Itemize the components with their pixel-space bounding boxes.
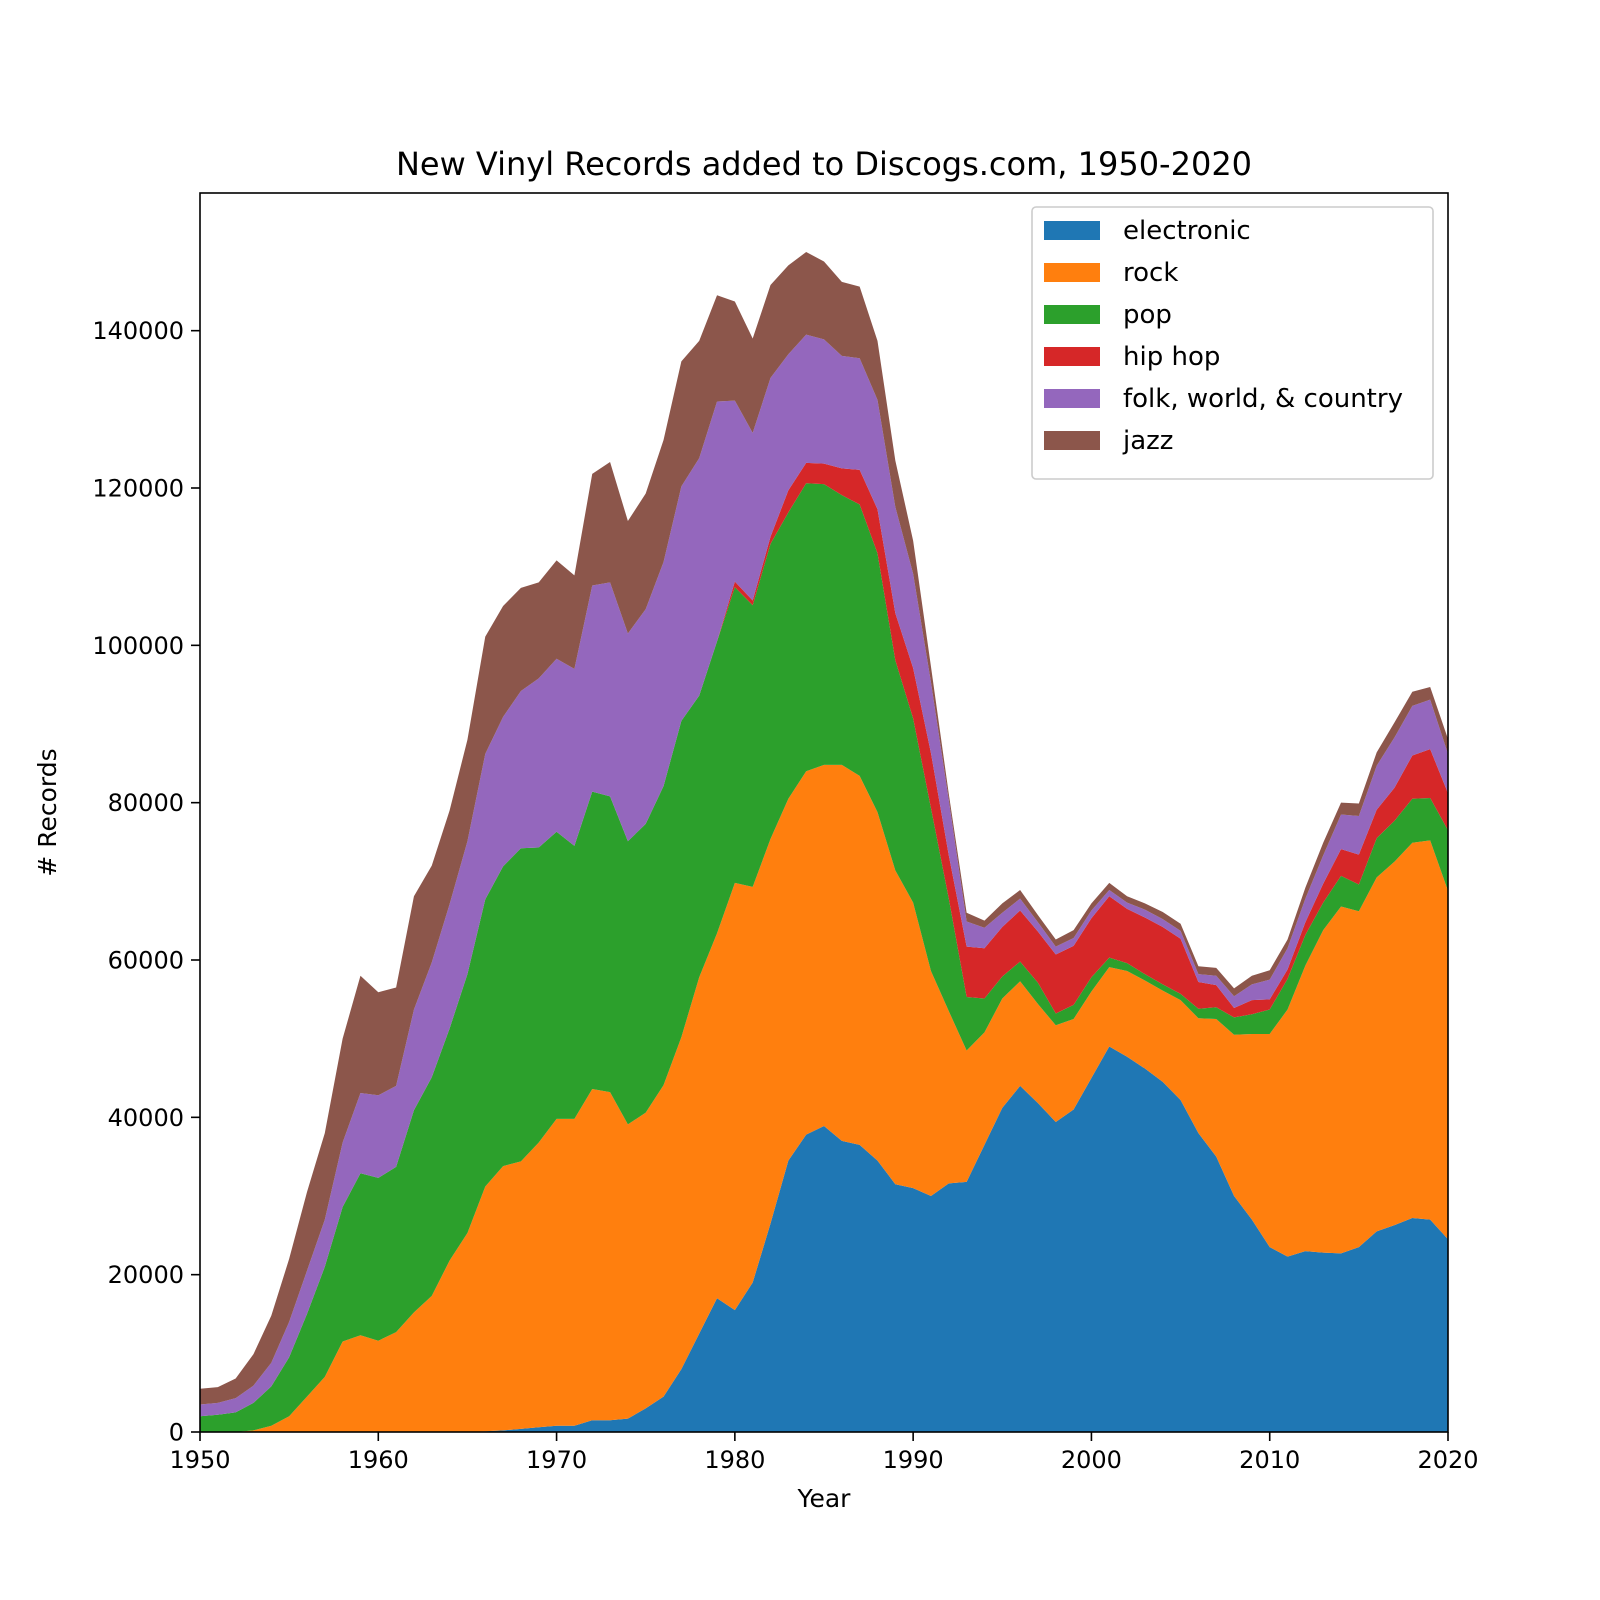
- area-electronic: [200, 1046, 1448, 1432]
- y-tick-label: 20000: [108, 1261, 184, 1289]
- legend: electronic rock pop hip hop folk, world, & c…: [1031, 206, 1434, 480]
- x-axis: 1950 1960 1970 1980 1990 2000 2010 2020: [169, 1432, 1479, 1474]
- legend-label-hip-hop: hip hop: [1123, 342, 1220, 372]
- area-pop: [200, 483, 1448, 1432]
- x-tick-label: 1990: [883, 1446, 944, 1474]
- x-axis-label: Year: [797, 1484, 852, 1513]
- legend-swatch-pop: [1044, 305, 1100, 324]
- chart-title: New Vinyl Records added to Discogs.com, …: [396, 145, 1252, 183]
- legend-label-electronic: electronic: [1123, 216, 1251, 246]
- legend-label-folk-world-country: folk, world, & country: [1123, 384, 1403, 414]
- legend-label-rock: rock: [1123, 258, 1178, 288]
- y-axis-label: # Records: [33, 748, 62, 876]
- x-tick-label: 2020: [1417, 1446, 1478, 1474]
- legend-swatch-rock: [1044, 263, 1100, 282]
- y-tick-label: 40000: [108, 1104, 184, 1132]
- x-tick-label: 1980: [704, 1446, 765, 1474]
- y-tick-label: 140000: [92, 317, 184, 345]
- x-tick-label: 1950: [169, 1446, 230, 1474]
- x-tick-label: 2010: [1239, 1446, 1300, 1474]
- area-layer: [200, 252, 1448, 1432]
- legend-swatch-electronic: [1044, 221, 1100, 240]
- legend-swatch-folk-world-country: [1044, 389, 1100, 408]
- legend-label-pop: pop: [1123, 300, 1172, 330]
- area-jazz: [200, 252, 1448, 1405]
- y-tick-label: 80000: [108, 789, 184, 817]
- y-tick-label: 0: [169, 1419, 184, 1447]
- legend-label-jazz: jazz: [1122, 426, 1173, 456]
- y-tick-label: 60000: [108, 947, 184, 975]
- x-tick-label: 1970: [526, 1446, 587, 1474]
- area-rock: [200, 764, 1448, 1432]
- y-tick-label: 120000: [92, 475, 184, 503]
- legend-box: [1031, 206, 1434, 480]
- y-tick-label: 100000: [92, 632, 184, 660]
- legend-swatch-jazz: [1044, 431, 1100, 450]
- x-tick-label: 2000: [1061, 1446, 1122, 1474]
- y-axis: 0 20000 40000 60000 80000 100000 120000 140000: [92, 317, 200, 1447]
- legend-swatch-hip-hop: [1044, 347, 1100, 366]
- plot-frame: [199, 192, 1449, 1433]
- x-tick-label: 1960: [348, 1446, 409, 1474]
